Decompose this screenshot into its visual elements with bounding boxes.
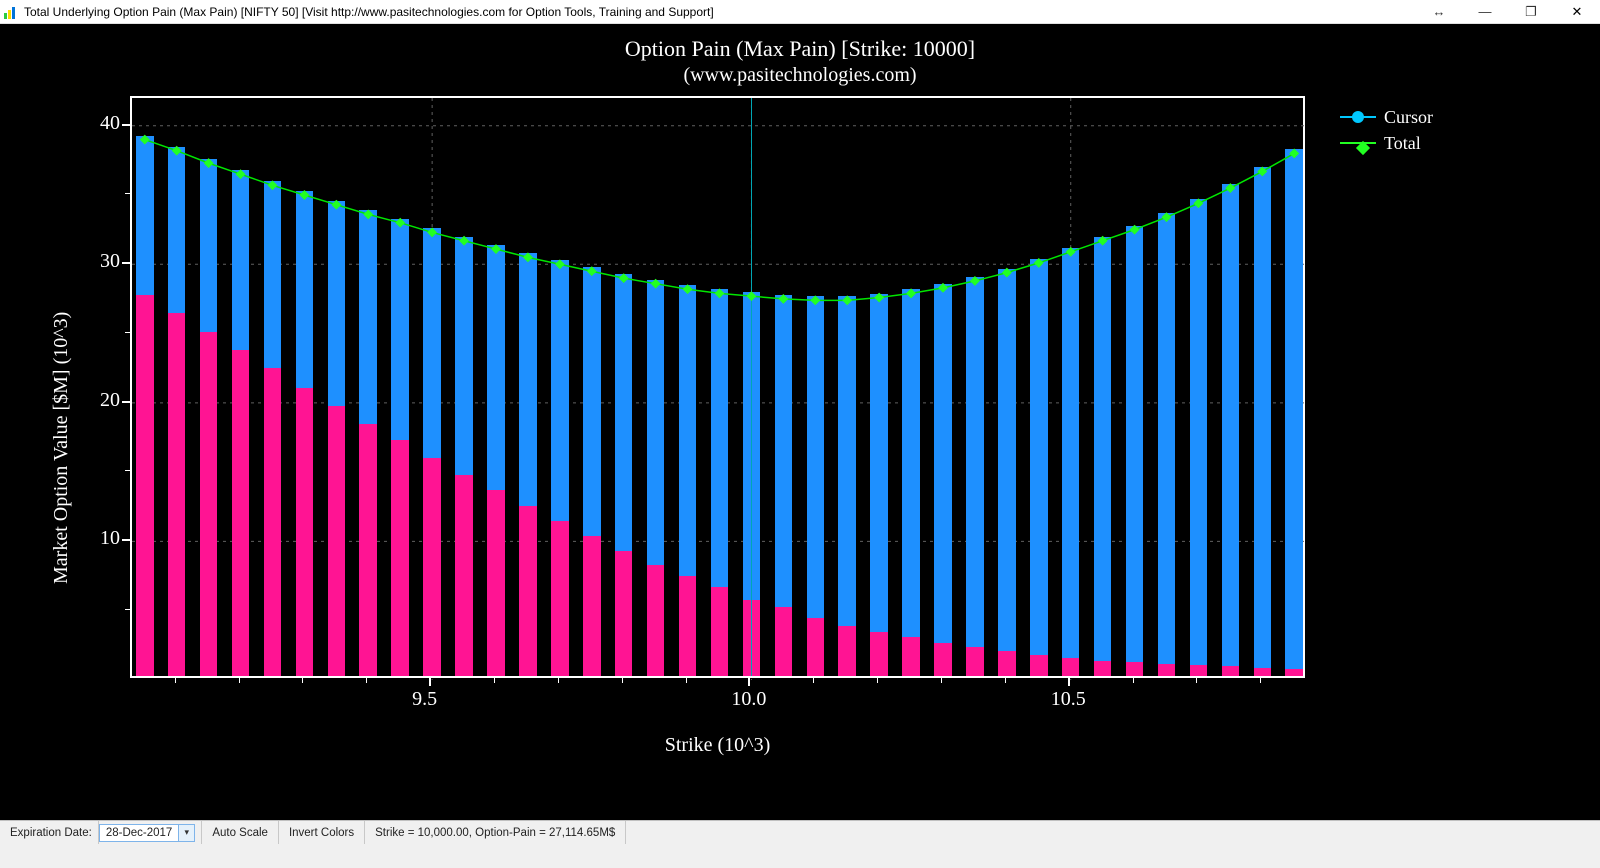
- app-icon: [4, 5, 18, 19]
- expiration-value: 28-Dec-2017: [100, 827, 178, 839]
- move-button[interactable]: ↔: [1416, 0, 1462, 24]
- legend-item: Total: [1340, 130, 1433, 156]
- status-text: Strike = 10,000.00, Option-Pain = 27,114…: [365, 821, 626, 844]
- auto-scale-button[interactable]: Auto Scale: [202, 821, 279, 844]
- x-tick-label: 10.5: [1051, 688, 1086, 711]
- legend-item: Cursor: [1340, 104, 1433, 130]
- maximize-button[interactable]: ❐: [1508, 0, 1554, 24]
- expiration-date-picker[interactable]: 28-Dec-2017 ▾: [99, 824, 195, 842]
- x-tick-label: 9.5: [412, 688, 437, 711]
- x-axis-label: Strike (10^3): [130, 734, 1305, 757]
- y-axis-label: Market Option Value [$M] (10^3): [50, 312, 73, 584]
- chevron-down-icon[interactable]: ▾: [178, 825, 194, 841]
- plot-box[interactable]: [130, 96, 1305, 678]
- expiration-label: Expiration Date:: [8, 821, 99, 844]
- y-tick-label: 20: [100, 389, 120, 412]
- title-bar: Total Underlying Option Pain (Max Pain) …: [0, 0, 1600, 24]
- legend: Cursor Total: [1340, 104, 1433, 156]
- y-tick-label: 10: [100, 527, 120, 550]
- legend-label: Cursor: [1384, 107, 1433, 128]
- bottom-toolbar: Expiration Date: 28-Dec-2017 ▾ Auto Scal…: [0, 820, 1600, 844]
- chart-subtitle: (www.pasitechnologies.com): [0, 64, 1600, 87]
- minimize-button[interactable]: —: [1462, 0, 1508, 24]
- window-title: Total Underlying Option Pain (Max Pain) …: [24, 5, 714, 19]
- y-tick-label: 40: [100, 112, 120, 135]
- invert-colors-button[interactable]: Invert Colors: [279, 821, 365, 844]
- y-tick-label: 30: [100, 250, 120, 273]
- x-tick-label: 10.0: [731, 688, 766, 711]
- chart-title: Option Pain (Max Pain) [Strike: 10000]: [0, 36, 1600, 62]
- legend-label: Total: [1384, 133, 1421, 154]
- chart-area: Option Pain (Max Pain) [Strike: 10000] (…: [0, 24, 1600, 844]
- close-button[interactable]: ✕: [1554, 0, 1600, 24]
